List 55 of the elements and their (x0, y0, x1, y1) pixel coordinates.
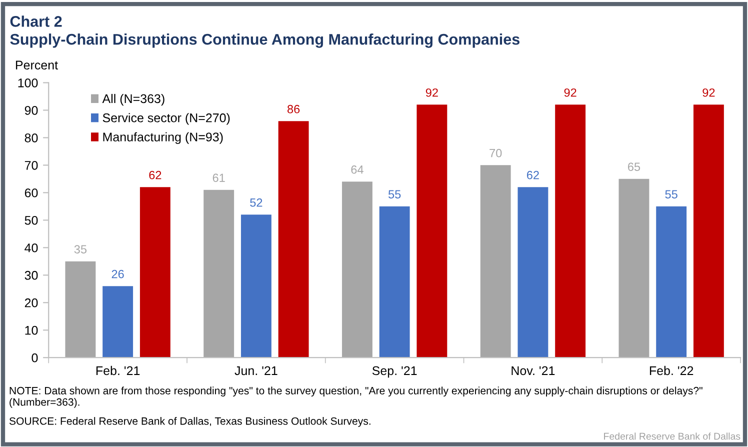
data-label: 26 (112, 270, 124, 278)
data-label: 61 (212, 174, 225, 182)
x-tick-label: Sep. '21 (372, 366, 417, 378)
data-label: 92 (702, 88, 715, 97)
y-tick-label: 20 (24, 298, 38, 308)
bar (342, 182, 372, 358)
bar (555, 104, 586, 358)
data-label: 62 (149, 170, 162, 180)
bar (618, 178, 650, 358)
bar (656, 206, 687, 358)
y-tick-label: 50 (24, 216, 38, 225)
text: Federal Reserve Bank of Dallas (604, 432, 740, 440)
chart-title: Chart 2 (10, 16, 62, 27)
legend-label: Manufacturing (N=93) (103, 132, 223, 144)
y-tick-label: 70 (24, 160, 38, 170)
y-tick-label: 80 (24, 133, 38, 142)
data-label: 70 (490, 148, 502, 158)
data-label: 52 (250, 198, 262, 207)
bar (480, 165, 511, 358)
y-tick-label: 0 (32, 353, 38, 362)
x-tick-label: Nov. '21 (512, 366, 555, 376)
chart-subtitle: Supply-Chain Disruptions Continue Among Manufacturing Companies (10, 34, 520, 48)
bar (102, 286, 134, 358)
y-tick-label: 60 (24, 188, 38, 198)
bar (278, 121, 309, 358)
bar (140, 187, 170, 358)
bar (416, 104, 448, 358)
bar (518, 187, 548, 358)
x-tick-label: Feb. '22 (650, 366, 694, 376)
data-label: 35 (74, 245, 87, 254)
data-label: 65 (628, 162, 640, 172)
data-label: 62 (526, 170, 539, 180)
bar (240, 214, 272, 358)
data-label: 55 (388, 190, 401, 199)
y-axis-title: Percent (16, 60, 58, 70)
y-tick-label: 40 (24, 243, 38, 252)
x-tick-label: Feb. '21 (96, 366, 140, 376)
y-tick-label: 30 (24, 270, 38, 280)
text: NOTE: Data shown are from those responding "yes" to the survey question, "Are you currently experiencing any supply-chain disruptions or delays?" (Number=363). (10, 386, 702, 408)
bar (379, 206, 410, 358)
y-tick-label: 90 (24, 106, 38, 115)
legend-label: All (N=363) (102, 94, 164, 106)
bar (65, 261, 96, 358)
data-label: 92 (426, 88, 438, 97)
x-tick-label: Jun. '21 (234, 366, 278, 376)
legend-label: Service sector (N=270) (102, 113, 230, 125)
bar (204, 190, 234, 358)
bar (693, 104, 724, 358)
data-label: 86 (288, 104, 300, 114)
data-label: 64 (351, 165, 364, 174)
source-note: SOURCE: Federal Reserve Bank of Dallas, Texas Business Outlook Surveys. (9, 417, 370, 427)
y-tick-label: 10 (25, 326, 38, 335)
y-tick-label: 100 (18, 78, 38, 88)
data-label: 92 (564, 88, 576, 97)
data-label: 55 (665, 190, 678, 199)
